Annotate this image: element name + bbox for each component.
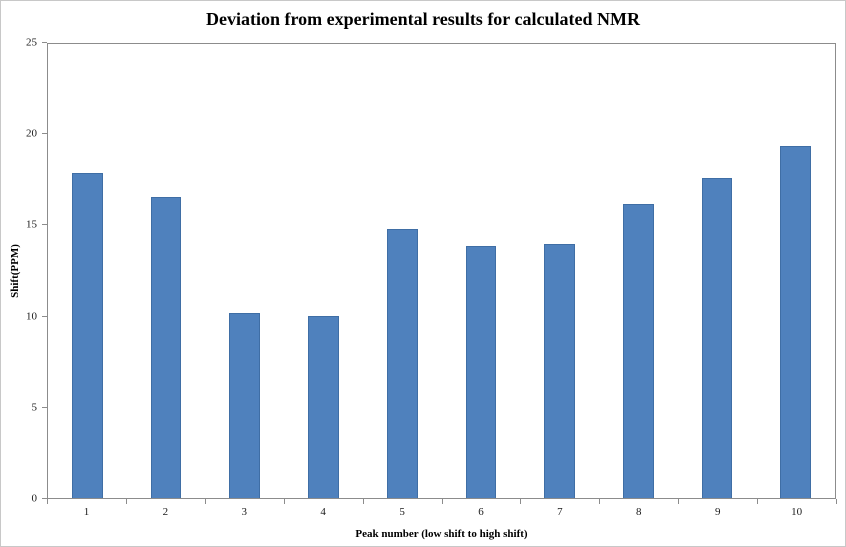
x-tick-mark: [441, 499, 443, 504]
x-tick-label: 4: [320, 506, 326, 518]
y-tick-label: 5: [31, 401, 38, 414]
y-axis: 0 5 10 15 20 25: [1, 37, 47, 504]
x-axis-tick-marks: [47, 499, 837, 504]
x-tick-label: 1: [83, 506, 90, 518]
bar-cell: [205, 44, 284, 498]
x-tick-label: 7: [557, 506, 563, 518]
bar-peak-1: [72, 172, 103, 498]
bar-cell: [127, 44, 206, 498]
bar-cell: [284, 44, 363, 498]
bar-cell: [442, 44, 521, 498]
x-tick-mark: [125, 499, 127, 504]
bar-cell: [520, 44, 599, 498]
x-tick-mark: [47, 499, 48, 504]
chart-title: Deviation from experimental results for …: [206, 9, 640, 29]
x-tick-label: 8: [636, 506, 642, 518]
bar-peak-3: [229, 312, 261, 498]
bar-peak-10: [780, 145, 812, 498]
x-tick-mark: [678, 499, 680, 504]
x-tick-label: 2: [162, 506, 169, 518]
bar-peak-9: [701, 178, 733, 498]
bar-cell: [678, 44, 757, 498]
bar-peak-2: [150, 196, 182, 498]
bar-peak-7: [544, 243, 575, 498]
bar-cell: [599, 44, 678, 498]
plot-area: [47, 43, 836, 499]
bar-peak-4: [308, 316, 339, 498]
y-tick-label: 15: [26, 218, 37, 231]
x-tick-mark: [204, 499, 206, 504]
y-tick-label: 10: [26, 310, 37, 323]
x-tick-mark: [283, 499, 285, 504]
bars-row: [48, 44, 835, 498]
bar-cell: [756, 44, 835, 498]
y-tick-label: 25: [26, 36, 37, 49]
x-tick-label: 3: [241, 506, 248, 518]
y-tick-mark: [42, 315, 47, 317]
x-tick-label: 10: [791, 506, 803, 518]
x-tick-label: 9: [714, 506, 721, 518]
bar-cell: [363, 44, 442, 498]
x-axis-title: Peak number (low shift to high shift): [355, 528, 528, 540]
bar-peak-5: [386, 229, 418, 498]
y-tick-mark: [42, 406, 47, 408]
y-tick-mark: [42, 224, 47, 226]
y-tick-label: 0: [31, 492, 38, 505]
bar-peak-8: [622, 203, 654, 498]
x-tick-mark: [520, 499, 522, 504]
x-tick-mark: [836, 499, 837, 504]
x-axis-labels: 1 2 3 4 5 6 7 8 9 10: [47, 501, 836, 519]
x-tick-mark: [599, 499, 601, 504]
bar-cell: [48, 44, 127, 498]
x-tick-label: 6: [478, 506, 484, 518]
y-tick-label: 20: [26, 127, 37, 140]
x-tick-mark: [362, 499, 364, 504]
y-tick-mark: [42, 42, 47, 43]
x-tick-mark: [757, 499, 759, 504]
y-tick-mark: [42, 133, 47, 135]
y-tick-mark: [42, 498, 47, 499]
bar-peak-6: [465, 245, 497, 498]
x-tick-label: 5: [399, 506, 405, 518]
